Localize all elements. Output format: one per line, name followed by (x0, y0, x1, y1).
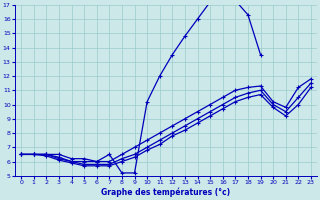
X-axis label: Graphe des températures (°c): Graphe des températures (°c) (101, 188, 231, 197)
